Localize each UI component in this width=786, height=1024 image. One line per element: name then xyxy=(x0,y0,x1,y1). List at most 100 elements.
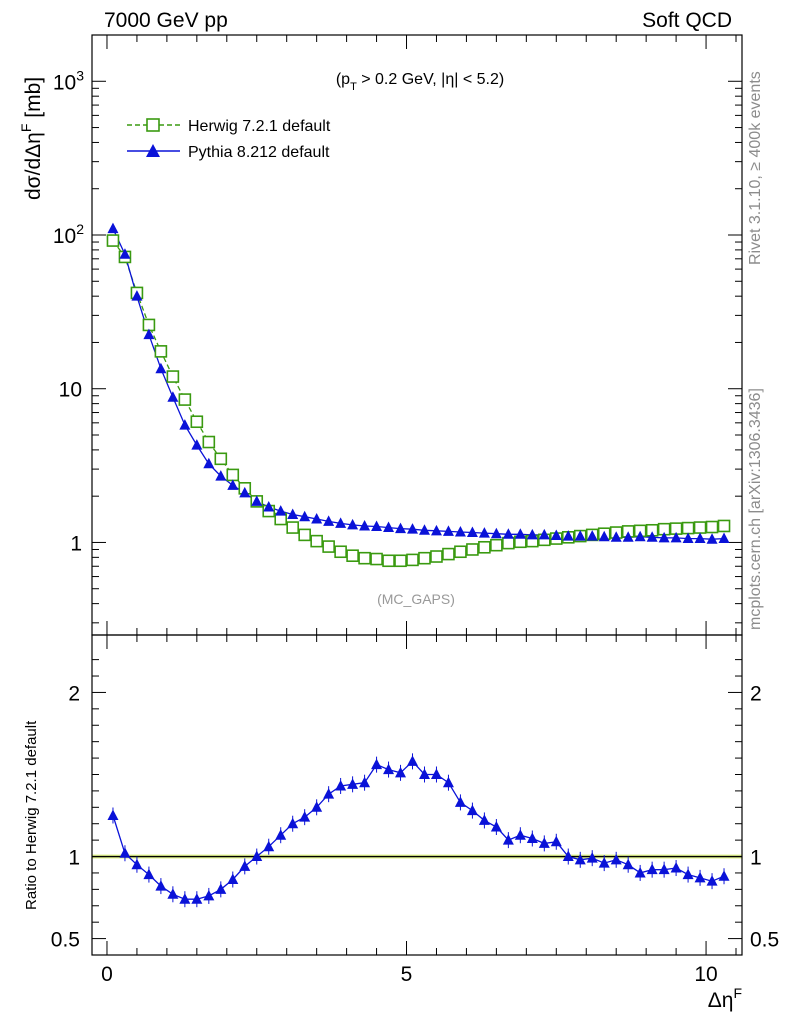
ratio-point xyxy=(335,779,347,791)
main-ytick-label: 103 xyxy=(53,67,84,94)
ratio-point xyxy=(550,835,562,847)
ratio-point xyxy=(311,801,323,812)
pythia-point xyxy=(131,290,143,301)
pythia-point xyxy=(490,527,502,539)
ratio-ytick-label: 0.5 xyxy=(51,929,80,952)
herwig-point xyxy=(166,370,180,383)
header-right: Soft QCD xyxy=(642,9,732,32)
herwig-point xyxy=(418,551,431,565)
pythia-point xyxy=(107,222,119,234)
herwig-point xyxy=(394,554,407,568)
pythia-point xyxy=(155,362,167,374)
pythia-point xyxy=(562,530,574,541)
ratio-point xyxy=(383,763,395,775)
herwig-point xyxy=(478,540,491,554)
ratio-ytick-label-right: 2 xyxy=(750,682,762,705)
ratio-point xyxy=(395,766,407,778)
ratio-point xyxy=(371,758,383,770)
ratio-point xyxy=(323,788,335,799)
ratio-point xyxy=(167,888,179,899)
ratio-point xyxy=(466,804,478,816)
cut-label: (pT > 0.2 GeV, |η| < 5.2) xyxy=(336,71,504,93)
herwig-line xyxy=(112,240,725,562)
pythia-point xyxy=(143,328,155,340)
pythia-point xyxy=(442,525,454,536)
ratio-point xyxy=(359,776,371,788)
main-series xyxy=(106,222,731,568)
herwig-point xyxy=(358,551,371,565)
herwig-point xyxy=(466,543,479,556)
pythia-point xyxy=(694,532,706,544)
ratio-point xyxy=(514,829,526,840)
ratio-point xyxy=(299,811,311,822)
pythia-point xyxy=(359,519,371,531)
pythia-point xyxy=(323,515,335,526)
main-ytick-label: 102 xyxy=(53,221,84,248)
ratio-point xyxy=(155,880,167,891)
ratio-point xyxy=(658,863,670,875)
ratio-point xyxy=(263,840,275,852)
ratio-xlabel: ΔηF xyxy=(708,985,742,1012)
pythia-point xyxy=(167,391,179,402)
ratio-point xyxy=(143,868,155,880)
pythia-point xyxy=(119,248,131,259)
pythia-point xyxy=(598,530,610,542)
ratio-point xyxy=(586,852,598,863)
pythia-point xyxy=(718,532,730,544)
herwig-point xyxy=(286,521,299,534)
ratio-point xyxy=(646,863,658,875)
ratio-series xyxy=(107,753,730,908)
ratio-point xyxy=(418,768,430,779)
ratio-xtick-label: 10 xyxy=(694,963,717,986)
herwig-point xyxy=(190,415,204,429)
ratio-point xyxy=(538,837,550,848)
herwig-point xyxy=(298,528,311,542)
pythia-point xyxy=(179,419,191,430)
ratio-point xyxy=(347,778,359,789)
pythia-point xyxy=(634,530,646,542)
ratio-point xyxy=(478,814,490,825)
ratio-point xyxy=(430,768,442,779)
herwig-point xyxy=(310,534,323,548)
legend-pythia-marker xyxy=(146,144,160,157)
herwig-point xyxy=(334,545,347,559)
herwig-point xyxy=(154,345,168,358)
pythia-point xyxy=(502,528,514,539)
herwig-point xyxy=(214,452,228,466)
pythia-point xyxy=(311,513,323,524)
ratio-reference-band xyxy=(92,854,742,859)
pythia-point xyxy=(407,523,419,534)
ratio-point xyxy=(239,860,251,871)
pythia-point xyxy=(251,495,263,506)
pythia-point xyxy=(395,522,407,534)
site-label: mcplots.cern.ch [arXiv:1306.3436] xyxy=(747,388,764,630)
ratio-point xyxy=(442,776,454,788)
pythia-point xyxy=(418,524,430,535)
ratio-point xyxy=(454,796,466,807)
ratio-point xyxy=(718,870,730,881)
ratio-point xyxy=(215,883,227,894)
herwig-point xyxy=(502,536,515,550)
ratio-axis-ticks: 0.5 0.5 1 1 2 2 0 5 10 xyxy=(51,635,779,986)
ratio-plot-frame xyxy=(91,634,743,956)
ratio-xtick-label: 0 xyxy=(101,963,113,986)
pythia-point xyxy=(263,501,275,512)
ratio-ytick-label-right: 0.5 xyxy=(750,929,779,952)
pythia-point xyxy=(646,531,658,542)
pythia-point xyxy=(371,520,383,531)
pythia-point xyxy=(287,508,299,519)
ratio-point xyxy=(119,847,131,858)
ratio-point xyxy=(191,893,203,904)
pythia-point xyxy=(239,486,251,498)
ratio-line xyxy=(112,760,725,900)
herwig-point xyxy=(202,435,216,449)
ratio-point xyxy=(682,868,694,880)
legend-herwig-marker xyxy=(146,118,160,132)
main-ylabel: dσ/dΔηF [mb] xyxy=(18,77,45,200)
ratio-point xyxy=(574,853,586,865)
herwig-point xyxy=(681,521,695,535)
herwig-point xyxy=(490,538,503,552)
pythia-point xyxy=(550,529,562,540)
ratio-point xyxy=(526,832,538,843)
ratio-point xyxy=(502,834,514,845)
